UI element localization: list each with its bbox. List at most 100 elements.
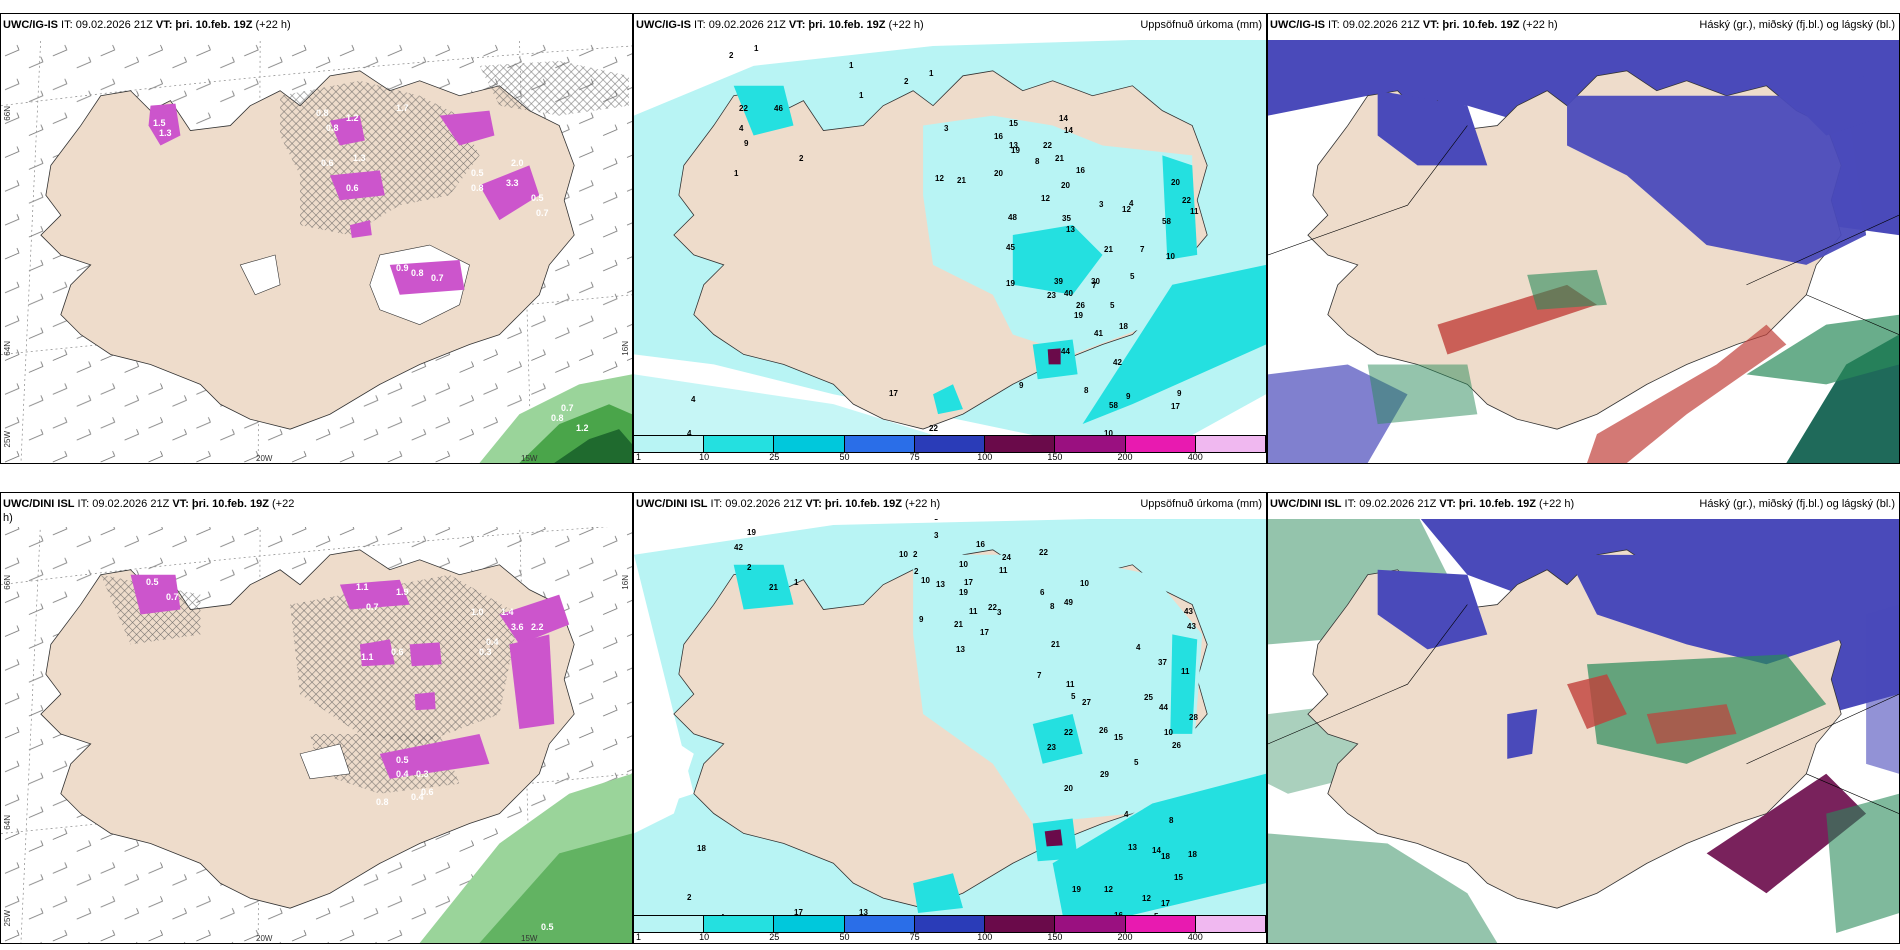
precip-value: 27 (1082, 698, 1091, 707)
precip-label: 0.6 (321, 158, 334, 168)
precip-value: 18 (697, 844, 706, 853)
precip-value: 18 (1188, 850, 1197, 859)
map-area[interactable]: 20W 15W 66N 64N 25W 16N 1.5 1.3 0.8 0.8 1.2 1… (1, 36, 632, 463)
precip-value: 18 (1161, 852, 1170, 861)
precip-value: 41 (1094, 329, 1103, 338)
init-time: IT: 09.02.2026 21Z (58, 19, 156, 31)
cb-label: 25 (769, 932, 780, 942)
precip-value: 22 (929, 424, 938, 433)
precip-value: 37 (1158, 658, 1167, 667)
precip-value: 22 (1064, 728, 1073, 737)
precip-value: 21 (957, 176, 966, 185)
precip-value: 28 (1189, 713, 1198, 722)
precip-value: 16 (1076, 166, 1085, 175)
lon-label-20w: 20W (256, 934, 273, 943)
precip-value: 20 (1064, 784, 1073, 793)
valid-time: VT: þri. 10.feb. 19Z (155, 19, 253, 31)
precip-label: 0.8 (376, 797, 389, 807)
init-time: IT: 09.02.2026 21Z (74, 498, 173, 510)
precip-label: 0.5 (541, 922, 554, 932)
lead-time: (+22 h) (901, 498, 941, 510)
precip-value: 12 (1142, 894, 1151, 903)
cb-label: 200 (1117, 932, 1133, 942)
precip-value: 4 (1129, 199, 1134, 208)
precip-label: 0.4 (396, 769, 409, 779)
map-area[interactable]: 2111231942212131022101624221113101719681… (634, 515, 1266, 915)
valid-time: VT: þri. 10.feb. 19Z (172, 498, 269, 510)
precip-value: 26 (1076, 301, 1085, 310)
map-area[interactable] (1268, 515, 1899, 943)
precip-value: 23 (1047, 743, 1056, 752)
precip-value: 9 (1177, 389, 1182, 398)
cb-label: 50 (839, 932, 850, 942)
precip-value: 22 (988, 603, 997, 612)
precip-value: 16 (994, 132, 1003, 141)
precip-label: 0.7 (431, 273, 444, 283)
precip-value: 14 (1059, 114, 1068, 123)
precip-value: 4 (687, 429, 692, 435)
precip-value: 12 (1122, 205, 1131, 214)
precip-value: 21 (769, 583, 778, 592)
precip-label: 0.6 (346, 183, 359, 193)
precip-value: 26 (1172, 741, 1181, 750)
precip-patches (148, 103, 540, 295)
precip-value: 10 (899, 550, 908, 559)
precip-value: 9 (919, 615, 924, 624)
precip-value: 4 (739, 124, 744, 133)
precip-label: 1.4 (501, 607, 514, 617)
precip-label: 0.6 (391, 647, 404, 657)
precip-label: 1.2 (346, 113, 359, 123)
precip-value: 11 (1066, 680, 1075, 689)
model-name: UWC/DINI ISL (3, 498, 75, 510)
lead-time: (+22 h) (1535, 498, 1575, 510)
panel-accum-precip-igis: UWC/IG-IS IT: 09.02.2026 21Z VT: þri. 10… (633, 13, 1267, 464)
precip-value: 3 (934, 531, 939, 540)
precip-value: 11 (1190, 207, 1199, 216)
precip-label: 0.4 (411, 792, 424, 802)
precip-label: 1.3 (353, 153, 366, 163)
precip-label: 0.6 (421, 787, 434, 797)
precip-value: 8 (1169, 816, 1174, 825)
precip-value: 13 (1128, 843, 1137, 852)
panel-header: UWC/DINI ISL IT: 09.02.2026 21Z VT: þri.… (634, 493, 1266, 519)
lat-label-66n: 66N (3, 575, 12, 590)
lat-label-66n: 66N (3, 106, 12, 121)
map-area[interactable]: 2 1 1 1 2 1 22 46 4 9 2 1 3 15 14 14 13 16 19 22 21 8 12 21 20 16… (634, 36, 1266, 435)
map-area[interactable]: 20W 15W 66N 64N 25W 16N 0.5 0.7 1.1 0.7 1.9 1… (1, 515, 632, 943)
precip-value: 43 (1187, 622, 1196, 631)
accum-precip-map (634, 36, 1266, 435)
precip-label: 1.7 (396, 103, 409, 113)
cb-label: 75 (909, 932, 920, 942)
precip-labels: 1.51.30.80.81.21.70.6 1.30.62.00.53.30.80… (153, 103, 589, 433)
precip-value: 44 (1061, 347, 1070, 356)
lead-time: (+22 h) (252, 19, 291, 31)
precip-colorbar: 1 10 25 50 75 100 150 200 400 (634, 435, 1266, 463)
precip-value: 20 (1061, 181, 1070, 190)
init-time: IT: 09.02.2026 21Z (1341, 498, 1440, 510)
precip-label: 0.7 (561, 403, 574, 413)
precip-value: 19 (959, 588, 968, 597)
precip-value: 19 (1074, 311, 1083, 320)
precip-label: 0.8 (326, 123, 339, 133)
cb-label: 400 (1187, 932, 1203, 942)
precip-patches (130, 574, 570, 779)
cb-label: 25 (769, 452, 780, 462)
precip-value: 21 (1104, 245, 1113, 254)
lon-label-15w: 15W (521, 934, 538, 943)
precip-label: 1.1 (361, 652, 374, 662)
precip-label: 0.8 (411, 268, 424, 278)
precip-value: 19 (1011, 146, 1020, 155)
precip-label: 0.7 (366, 602, 379, 612)
precip-value: 5 (1154, 912, 1159, 915)
precip-value: 17 (794, 908, 803, 915)
precip-value: 22 (1043, 141, 1052, 150)
cb-label: 50 (839, 452, 850, 462)
cb-label: 75 (909, 452, 920, 462)
precip-label: 1.2 (576, 423, 589, 433)
panel-cloud-cover-dini: UWC/DINI ISL IT: 09.02.2026 21Z VT: þri.… (1267, 492, 1900, 944)
lon-label-15w: 15W (521, 454, 538, 463)
map-area[interactable] (1268, 36, 1899, 463)
precip-label: 0.5 (396, 755, 409, 765)
valid-time: VT: þri. 10.feb. 19Z (788, 19, 886, 31)
precip-value: 1 (929, 69, 934, 78)
